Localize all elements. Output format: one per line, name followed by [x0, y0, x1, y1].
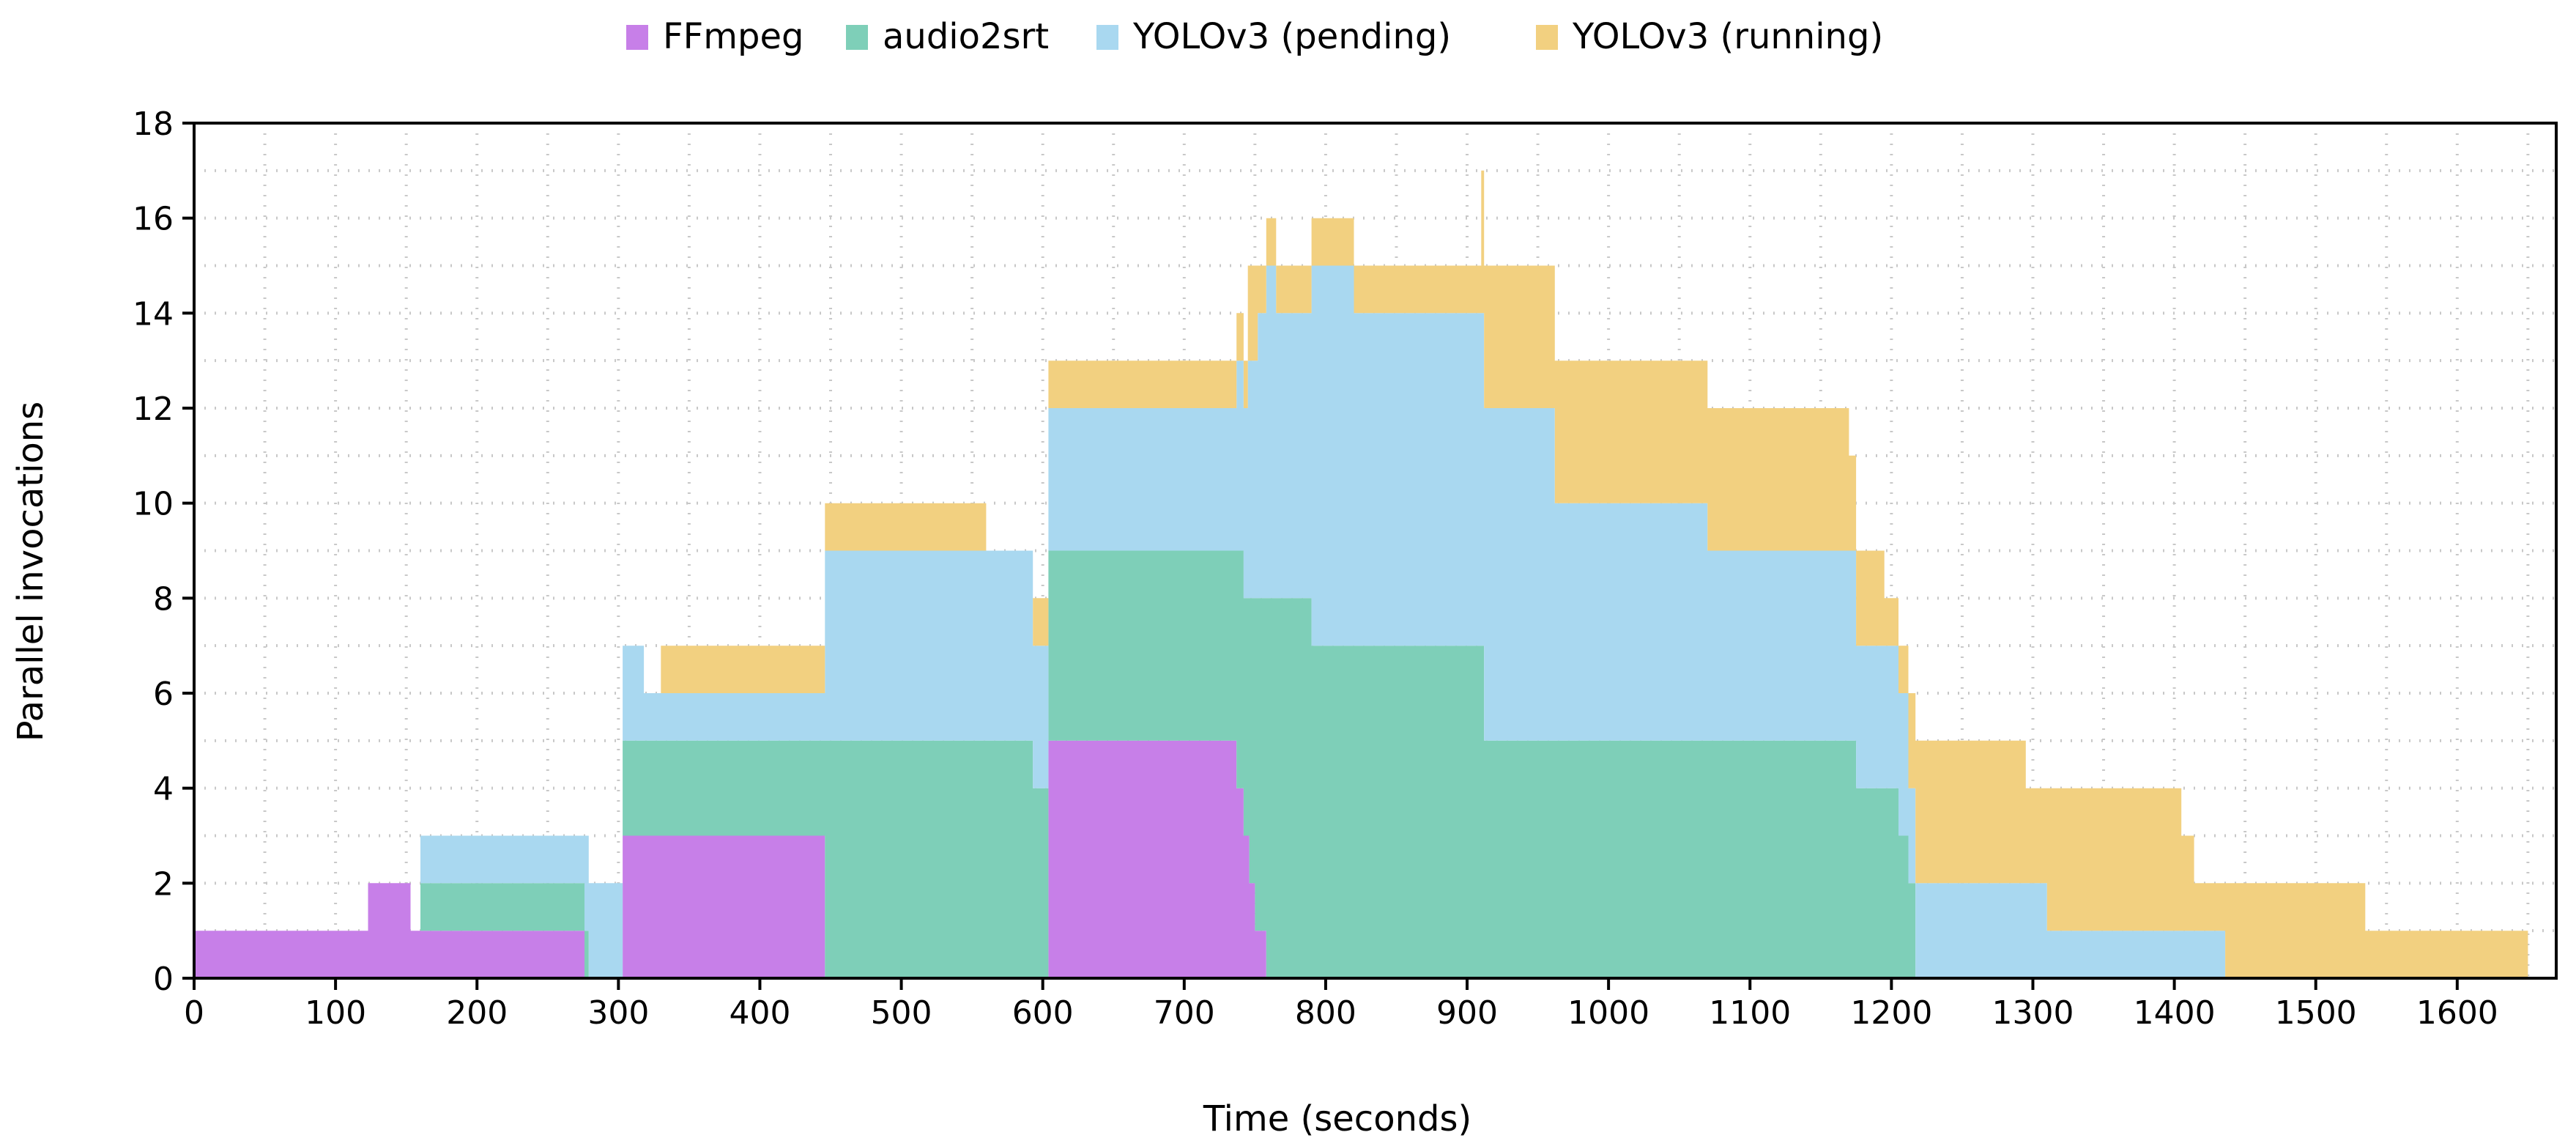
axes: 0 100 200 300 400 500 600 700 800 900 1000 1100 1200…	[133, 106, 2558, 1032]
x-tick-label: 800	[1295, 994, 1356, 1032]
area-series-1	[194, 550, 2528, 978]
x-tick-label: 400	[729, 994, 790, 1032]
x-tick-label: 600	[1012, 994, 1074, 1032]
x-tick-label: 1600	[2416, 994, 2498, 1032]
x-tick-label: 1400	[2134, 994, 2216, 1032]
x-tick-label: 0	[184, 994, 204, 1032]
x-tick-label: 1300	[1992, 994, 2074, 1032]
x-tick-label: 900	[1436, 994, 1498, 1032]
area-series-2	[194, 265, 2528, 978]
x-tick-label: 700	[1154, 994, 1215, 1032]
y-tick-label: 18	[133, 106, 174, 143]
y-tick-label: 4	[153, 771, 174, 808]
area-series-0	[194, 740, 2528, 978]
stacked-areas	[194, 170, 2528, 978]
y-axis-title: Parallel invocations	[10, 402, 51, 742]
legend-label-3: YOLOv3 (running)	[1572, 16, 1883, 57]
x-tick-label: 1200	[1850, 994, 1932, 1032]
y-tick-label: 2	[153, 865, 174, 903]
x-tick-label: 1500	[2275, 994, 2357, 1032]
legend-label-2: YOLOv3 (pending)	[1132, 16, 1451, 57]
area-series-3	[194, 170, 2528, 978]
y-tick-label: 6	[153, 676, 174, 713]
x-tick-label: 100	[305, 994, 366, 1032]
y-tick-label: 12	[133, 391, 174, 428]
y-tick-label: 0	[153, 961, 174, 998]
x-axis-title: Time (seconds)	[1203, 1098, 1471, 1139]
y-tick-label: 14	[133, 295, 174, 333]
x-tick-label: 300	[587, 994, 649, 1032]
y-tick-label: 8	[153, 580, 174, 618]
legend-label-0: FFmpeg	[663, 16, 803, 57]
x-tick-label: 200	[446, 994, 508, 1032]
legend-swatch-1	[846, 25, 868, 50]
legend-label-1: audio2srt	[883, 16, 1049, 57]
y-tick-label: 10	[133, 486, 174, 523]
x-tick-label: 500	[871, 994, 932, 1032]
legend-swatch-2	[1096, 25, 1118, 50]
legend: FFmpeg audio2srt YOLOv3 (pending) YOLOv3 (r…	[626, 16, 1883, 57]
x-tick-label: 1000	[1567, 994, 1649, 1032]
y-tick-label: 16	[133, 201, 174, 238]
legend-swatch-3	[1536, 25, 1558, 50]
legend-swatch-0	[626, 25, 648, 50]
plot-frame	[193, 122, 2558, 980]
x-tick-label: 1100	[1709, 994, 1791, 1032]
